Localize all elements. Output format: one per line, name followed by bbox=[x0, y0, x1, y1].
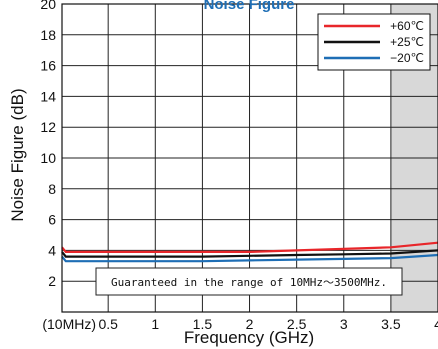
y-axis-title: Noise Figure (dB) bbox=[8, 88, 27, 221]
series-line-2 bbox=[61, 253, 438, 263]
x-tick-label: 0.5 bbox=[98, 316, 118, 332]
legend: +60℃ +25℃ −20℃ bbox=[317, 13, 431, 71]
y-tick-label: 18 bbox=[40, 27, 56, 43]
x-tick-label: 3 bbox=[340, 316, 348, 332]
chart-title: Noise Figure bbox=[204, 0, 295, 13]
y-tick-label: 20 bbox=[40, 0, 56, 12]
x-axis-title: Frequency (GHz) bbox=[184, 328, 314, 347]
y-tick-label: 16 bbox=[40, 58, 56, 74]
y-tick-label: 10 bbox=[40, 150, 56, 166]
legend-label-2: −20℃ bbox=[390, 51, 424, 65]
series-line-1 bbox=[61, 249, 438, 258]
y-tick-labels: 2 4 6 8 10 12 14 16 18 20 bbox=[40, 0, 56, 289]
legend-label-0: +60℃ bbox=[390, 19, 424, 33]
y-tick-label: 2 bbox=[48, 273, 56, 289]
y-tick-label: 4 bbox=[48, 242, 56, 258]
y-tick-label: 14 bbox=[40, 88, 56, 104]
x-tick-label: 4 bbox=[434, 316, 438, 332]
y-tick-label: 8 bbox=[48, 181, 56, 197]
plot-border bbox=[61, 3, 438, 313]
legend-label-1: +25℃ bbox=[390, 35, 424, 49]
x-tick-label: 2.5 bbox=[287, 316, 307, 332]
y-tick-label: 6 bbox=[48, 212, 56, 228]
plot-frame bbox=[61, 3, 438, 313]
x-tick-label: 1.5 bbox=[193, 316, 213, 332]
x-tick-label: 3.5 bbox=[381, 316, 401, 332]
x-tick-label: (10MHz) bbox=[42, 316, 96, 332]
series-lines bbox=[61, 241, 438, 263]
series-line-0 bbox=[61, 241, 438, 253]
x-tick-label: 1 bbox=[151, 316, 159, 332]
x-tick-label: 2 bbox=[246, 316, 254, 332]
y-tick-label: 12 bbox=[40, 119, 56, 135]
annotation-text: Guaranteed in the range of 10MHz～3500MHz… bbox=[111, 276, 387, 289]
annotation-box: Guaranteed in the range of 10MHz～3500MHz… bbox=[95, 267, 403, 296]
x-tick-labels: (10MHz)0.5 1 1.5 2 2.5 3 3.5 4 bbox=[42, 316, 438, 332]
